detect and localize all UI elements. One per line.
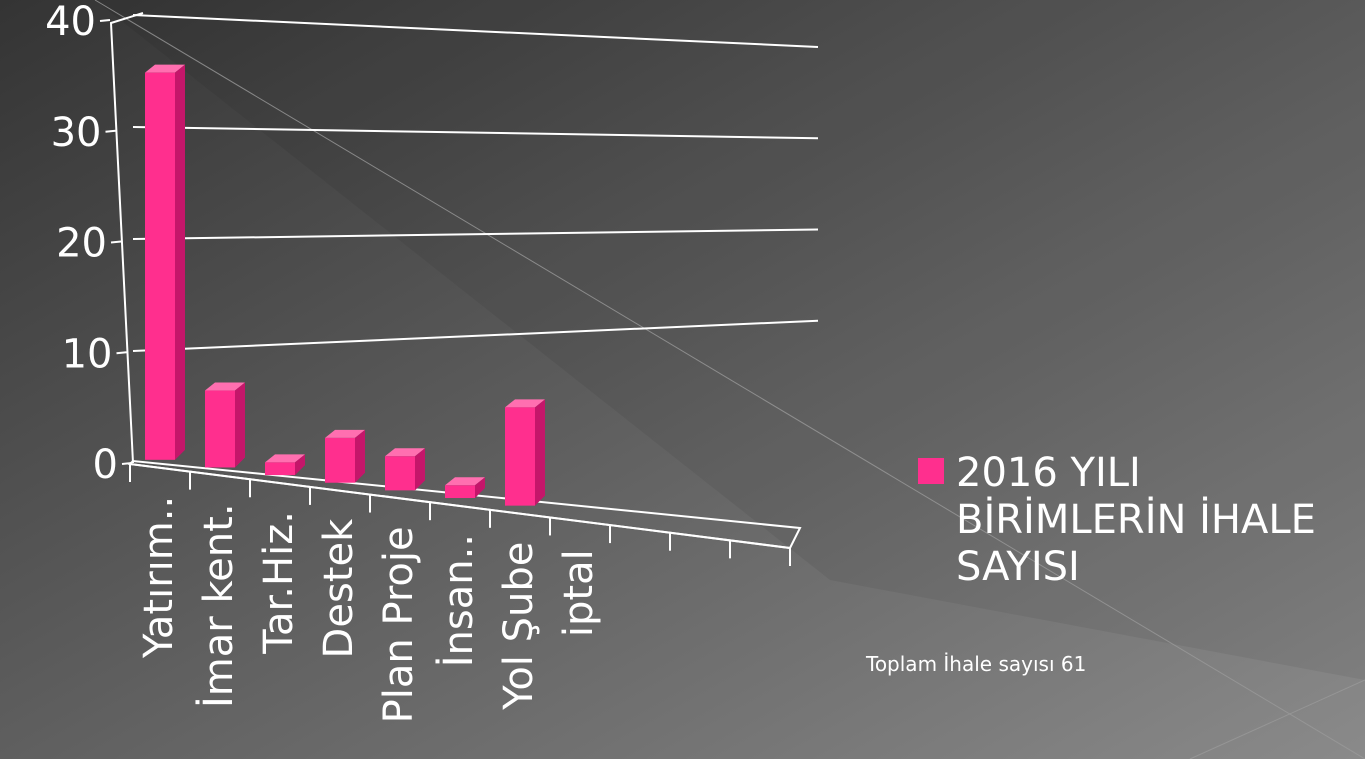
- total-note: Toplam İhale sayısı 61: [866, 652, 1087, 676]
- y-tick-label: 30: [51, 110, 102, 156]
- y-tick: [110, 240, 122, 244]
- background-corner-line: [1189, 679, 1365, 759]
- axes: [99, 12, 802, 566]
- bar-5: [385, 448, 425, 491]
- y-tick-label: 0: [93, 442, 118, 488]
- axis-labels: 0 10 20 30 40 Yatırım.. İmar kent. Tar.Hiz. Dest…: [45, 0, 602, 723]
- bar-4: [325, 429, 365, 483]
- gridline: [132, 319, 819, 352]
- bar-3: [265, 454, 305, 476]
- x-tick-label: Destek: [316, 518, 362, 659]
- legend: 2016 YILI BİRİMLERİN İHALE SAYISI: [918, 450, 1358, 591]
- gridline: [132, 228, 819, 240]
- y-tick-label: 20: [56, 221, 107, 267]
- x-tick-label: Yol Şube: [496, 542, 542, 711]
- background-diagonal: [94, 0, 1365, 759]
- x-axis: [129, 463, 791, 549]
- legend-label: 2016 YILI BİRİMLERİN İHALE SAYISI: [956, 450, 1316, 590]
- bars: [145, 64, 545, 506]
- background-shade: [95, 0, 1365, 680]
- bar-2: [205, 382, 245, 468]
- bar-7: [505, 399, 545, 506]
- gridline: [132, 126, 819, 140]
- grid: [132, 14, 819, 352]
- y-tick: [105, 129, 116, 133]
- x-tick-label: Yatırım..: [136, 496, 182, 659]
- bar-1: [145, 64, 185, 460]
- y-tick-label: 10: [62, 331, 113, 377]
- y-tick-label: 40: [45, 0, 96, 45]
- y-tick: [99, 19, 111, 22]
- y-tick: [116, 351, 127, 355]
- x-tick-label: İnsan..: [434, 534, 482, 667]
- x-tick-label: İmar kent.: [194, 503, 242, 708]
- x-tick-label: iptal: [556, 549, 602, 637]
- legend-swatch: [918, 458, 944, 484]
- bar-6: [445, 477, 485, 498]
- y-axis: [109, 12, 144, 464]
- gridline: [132, 14, 819, 48]
- x-tick-label: Plan Proje: [376, 526, 422, 723]
- x-tick-label: Tar.Hiz.: [256, 511, 302, 655]
